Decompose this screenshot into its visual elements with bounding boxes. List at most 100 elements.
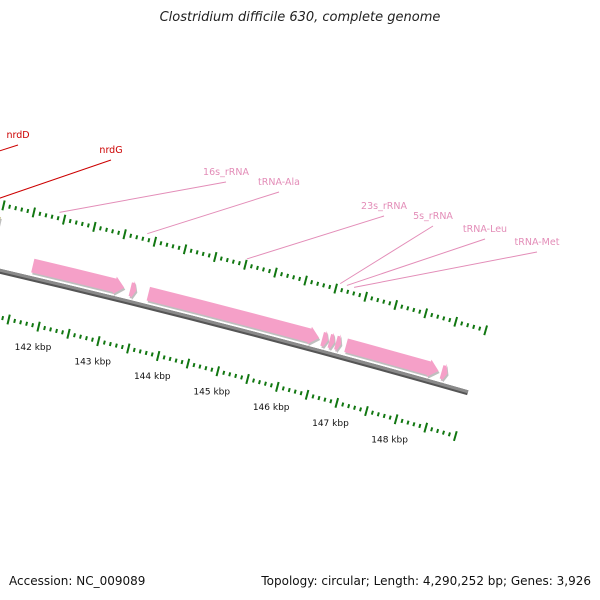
outer-tick <box>31 207 36 218</box>
accession-text: Accession: NC_009089 <box>9 574 146 588</box>
outer-tick <box>436 314 440 319</box>
outer-tick <box>376 297 380 303</box>
outer-tick <box>92 221 97 232</box>
inner-tick <box>347 403 351 409</box>
inner-tick <box>155 350 161 362</box>
outer-tick <box>255 265 259 271</box>
outer-tick <box>50 214 54 219</box>
outer-tick <box>453 316 459 327</box>
outer-tick <box>62 214 67 225</box>
outer-tick <box>448 317 452 323</box>
inner-tick <box>215 366 221 377</box>
inner-tick <box>162 355 166 360</box>
outer-tick <box>418 309 422 314</box>
leader-trna-met <box>353 251 538 288</box>
outer-tick <box>152 236 158 247</box>
outer-tick <box>358 292 362 298</box>
inner-tick <box>382 413 386 419</box>
outer-tick <box>44 213 48 218</box>
inner-tick <box>252 378 256 383</box>
genome-backbone <box>0 268 469 396</box>
label-nrdD: nrdD <box>6 130 29 141</box>
outer-tick <box>105 227 108 233</box>
inner-tick <box>61 330 64 335</box>
inner-tick <box>299 391 303 396</box>
outer-tick <box>14 205 18 211</box>
inner-tick <box>287 387 291 393</box>
inner-tick <box>353 405 357 410</box>
inner-tick <box>150 352 154 357</box>
label-nrdG: nrdG <box>99 145 122 156</box>
outer-tick <box>430 312 434 318</box>
outer-tick <box>388 301 392 306</box>
label-trna-met: tRNA-Met <box>515 237 560 248</box>
inner-tick <box>430 427 434 432</box>
outer-tick <box>80 221 84 227</box>
outer-tick <box>273 267 278 278</box>
outer-tick <box>26 208 30 214</box>
inner-tick <box>114 343 118 348</box>
inner-tick <box>400 418 404 424</box>
outer-tick <box>111 229 115 234</box>
label-23s-rrna: 23s_rRNA <box>361 201 407 212</box>
outer-tick <box>74 220 78 225</box>
outer-tick <box>86 223 90 228</box>
outer-tick <box>117 230 121 235</box>
inner-tick <box>228 372 232 377</box>
inner-tick <box>204 365 208 371</box>
outer-tick <box>322 283 326 288</box>
outer-tick <box>280 271 284 277</box>
inner-tick <box>418 423 422 429</box>
outer-tick <box>340 288 344 293</box>
outer-tick <box>292 275 296 280</box>
outer-tick <box>237 260 241 266</box>
inner-tick <box>263 381 267 386</box>
ruler-label: 148 kbp <box>371 435 408 445</box>
inner-tick <box>180 359 184 365</box>
outer-tick <box>201 251 205 257</box>
outer-tick <box>159 241 163 246</box>
inner-tick <box>108 341 112 347</box>
inner-tick <box>85 335 88 341</box>
outer-tick <box>207 253 211 258</box>
inner-tick <box>13 318 17 324</box>
ruler-label: 144 kbp <box>134 372 171 382</box>
inner-tick <box>293 389 297 394</box>
outer-tick <box>370 296 374 301</box>
outer-tick <box>1 200 6 211</box>
outer-tick <box>68 218 72 224</box>
inner-tick <box>234 373 238 379</box>
ruler-label: 143 kbp <box>74 357 111 367</box>
inner-tick <box>174 358 178 363</box>
outer-tick <box>346 289 350 295</box>
rrna-23s-feature <box>146 286 320 345</box>
outer-tick <box>122 229 127 240</box>
outer-tick <box>213 251 218 263</box>
outer-tick <box>231 259 235 264</box>
outer-tick-ring <box>1 200 488 336</box>
inner-tick <box>406 420 410 425</box>
outer-tick <box>423 308 429 319</box>
inner-tick <box>210 367 214 372</box>
leader-23s-rrna <box>246 215 385 260</box>
inner-tick <box>43 325 47 331</box>
outer-tick <box>225 257 229 263</box>
inner-tick <box>376 412 380 417</box>
inner-tick <box>258 379 261 385</box>
inner-tick <box>370 410 374 415</box>
outer-tick <box>189 248 193 254</box>
ruler-label: 147 kbp <box>312 419 349 429</box>
inner-tick <box>55 328 58 334</box>
inner-tick <box>364 405 369 417</box>
outer-tick <box>472 324 476 330</box>
inner-tick <box>281 386 285 391</box>
inner-tick <box>393 414 399 425</box>
outer-tick <box>328 284 332 290</box>
inner-tick <box>334 397 340 408</box>
inner-tick <box>388 415 392 420</box>
inner-tick <box>441 430 446 435</box>
inner-tick <box>412 422 416 427</box>
inner-tick <box>323 397 327 402</box>
